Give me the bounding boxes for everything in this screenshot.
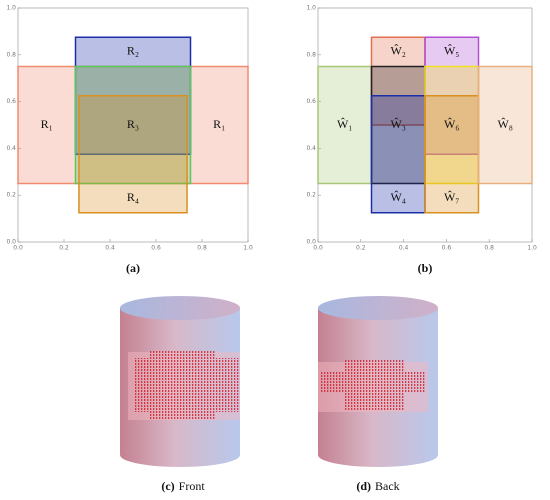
region-label: R₂	[127, 44, 139, 58]
region	[424, 95, 480, 214]
x-tick-label: 0.4	[399, 245, 409, 252]
region	[477, 65, 533, 185]
y-tick-label: 0.4	[6, 145, 16, 152]
caption-text: Back	[375, 479, 400, 493]
x-tick-label: 0.0	[313, 245, 323, 252]
caption-tag: (d)	[356, 479, 371, 493]
caption: (c) Front	[161, 479, 205, 493]
y-tick-label: 1.0	[306, 5, 316, 12]
x-tick-label: 0.8	[484, 245, 494, 252]
cylinder-back	[318, 296, 438, 467]
y-tick-label: 0.2	[306, 192, 316, 199]
region	[78, 95, 188, 214]
x-tick-label: 0.2	[59, 245, 69, 252]
y-tick-label: 0.2	[6, 192, 16, 199]
panel: 0.0 0.2 0.4 0.6 0.8 1.0 0.0 0.2 0.4 0.6 0.8 1.0 Ŵ₁ Ŵ₂…	[306, 5, 536, 252]
region-label: Ŵ₅	[444, 44, 460, 58]
x-tick-label: 1.0	[527, 245, 537, 252]
region	[370, 95, 426, 214]
x-tick-label: 1.0	[243, 245, 253, 252]
y-tick-label: 0.6	[306, 98, 316, 105]
region	[17, 65, 249, 185]
region-label: Ŵ₆	[444, 117, 460, 131]
caption-tag: (c)	[161, 479, 174, 493]
y-tick-label: 0.0	[6, 239, 16, 246]
x-tick-label: 0.8	[197, 245, 207, 252]
region-label: R₄	[127, 190, 139, 204]
y-tick-label: 0.6	[6, 98, 16, 105]
x-tick-label: 0.0	[13, 245, 23, 252]
region-label: Ŵ₈	[497, 117, 513, 131]
y-tick-label: 0.4	[306, 145, 316, 152]
region-label: R₃	[127, 117, 139, 131]
y-tick-label: 0.8	[306, 51, 316, 58]
region	[424, 65, 480, 185]
region-label: Ŵ₃	[390, 117, 406, 131]
x-tick-label: 0.6	[151, 245, 161, 252]
region	[317, 65, 373, 185]
caption-tag: (b)	[418, 261, 433, 275]
region-label: Ŵ₄	[390, 190, 406, 204]
caption: (d) Back	[356, 479, 399, 493]
y-tick-label: 0.8	[6, 51, 16, 58]
region-label: Ŵ₂	[390, 44, 406, 58]
x-tick-label: 0.2	[356, 245, 366, 252]
y-tick-label: 0.0	[306, 239, 316, 246]
cylinder-front	[120, 296, 240, 467]
y-tick-label: 1.0	[6, 5, 16, 12]
x-tick-label: 0.6	[442, 245, 452, 252]
x-tick-label: 0.4	[105, 245, 115, 252]
caption-text: Front	[179, 479, 206, 493]
region	[370, 65, 426, 185]
caption: (b)	[418, 261, 433, 275]
region-label: R₁	[213, 117, 225, 131]
region-label: Ŵ₁	[337, 117, 353, 131]
panel: 0.0 0.2 0.4 0.6 0.8 1.0 0.0 0.2 0.4 0.6 0.8 1.0 R₁ R₁…	[6, 5, 252, 252]
caption-tag: (a)	[126, 261, 140, 275]
region	[74, 65, 192, 185]
caption: (a)	[126, 261, 140, 275]
region-label: R₁	[41, 117, 53, 131]
region-label: Ŵ₇	[444, 190, 460, 204]
